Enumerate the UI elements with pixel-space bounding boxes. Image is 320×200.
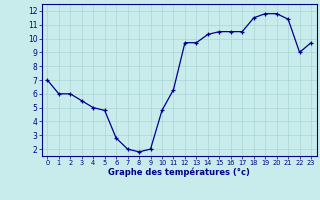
X-axis label: Graphe des températures (°c): Graphe des températures (°c) <box>108 168 250 177</box>
